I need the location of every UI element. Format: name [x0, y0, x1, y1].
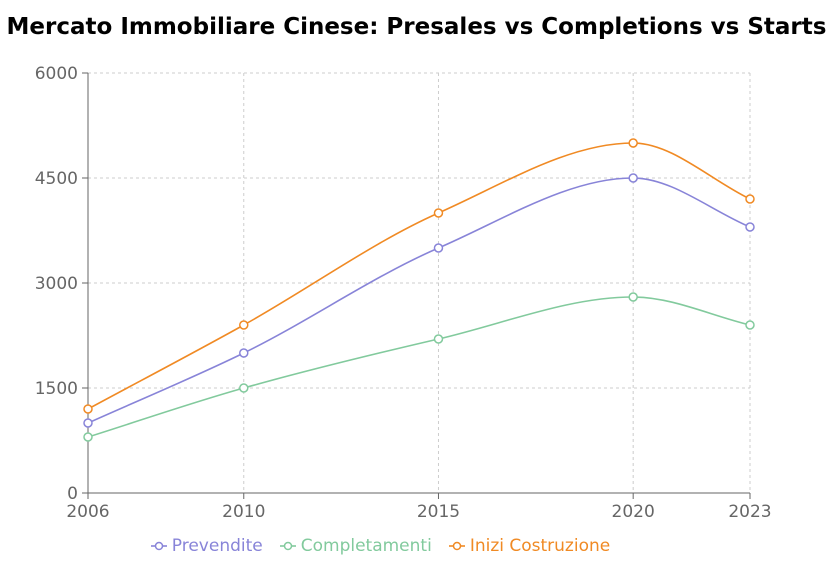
data-point-prevendite — [83, 418, 93, 428]
axes: 0 1500 3000 4500 6000 2006 2010 2015 2020 2023 — [35, 64, 772, 522]
x-tick-label: 2020 — [612, 502, 655, 522]
data-point-completamenti — [239, 383, 249, 393]
data-point-completamenti — [83, 432, 93, 442]
x-tick-label: 2015 — [417, 502, 460, 522]
data-point-inizi-costruzione — [628, 138, 638, 148]
y-tick-label: 0 — [67, 484, 78, 504]
y-tick-label: 6000 — [35, 64, 78, 84]
legend-item-inizi-costruzione: Inizi Costruzione — [448, 536, 610, 556]
legend-label: Inizi Costruzione — [469, 536, 611, 556]
series-line-completamenti — [87, 296, 751, 438]
data-point-completamenti — [628, 292, 638, 302]
y-tick-label: 3000 — [35, 274, 78, 294]
data-point-inizi-costruzione — [83, 404, 93, 414]
legend: Prevendite Completamenti Inizi Costruzione — [0, 536, 760, 556]
series-line-prevendite — [87, 177, 751, 424]
x-tick-label: 2010 — [222, 502, 265, 522]
x-tick-label: 2006 — [66, 502, 109, 522]
data-point-inizi-costruzione — [745, 194, 755, 204]
legend-line-icon — [279, 541, 296, 551]
data-point-completamenti — [745, 320, 755, 330]
legend-item-completamenti: Completamenti — [279, 536, 432, 556]
grid — [88, 72, 751, 493]
data-point-completamenti — [433, 334, 444, 344]
chart-title: Mercato Immobiliare Cinese: Presales vs … — [6, 14, 827, 40]
legend-item-prevendite: Prevendite — [150, 536, 263, 556]
data-point-inizi-costruzione — [433, 208, 444, 218]
legend-line-icon — [448, 541, 465, 551]
legend-line-icon — [150, 541, 167, 551]
data-point-inizi-costruzione — [239, 320, 249, 330]
x-tick-label: 2023 — [728, 502, 771, 522]
data-point-prevendite — [239, 348, 249, 358]
data-point-prevendite — [433, 243, 444, 253]
y-tick-label: 1500 — [35, 379, 78, 399]
data-point-prevendite — [745, 222, 755, 232]
data-point-prevendite — [628, 173, 638, 183]
legend-label: Prevendite — [171, 536, 263, 556]
y-tick-label: 4500 — [35, 169, 78, 189]
legend-label: Completamenti — [300, 536, 432, 556]
series-line-inizi-costruzione — [87, 142, 751, 410]
series-group — [83, 138, 755, 442]
